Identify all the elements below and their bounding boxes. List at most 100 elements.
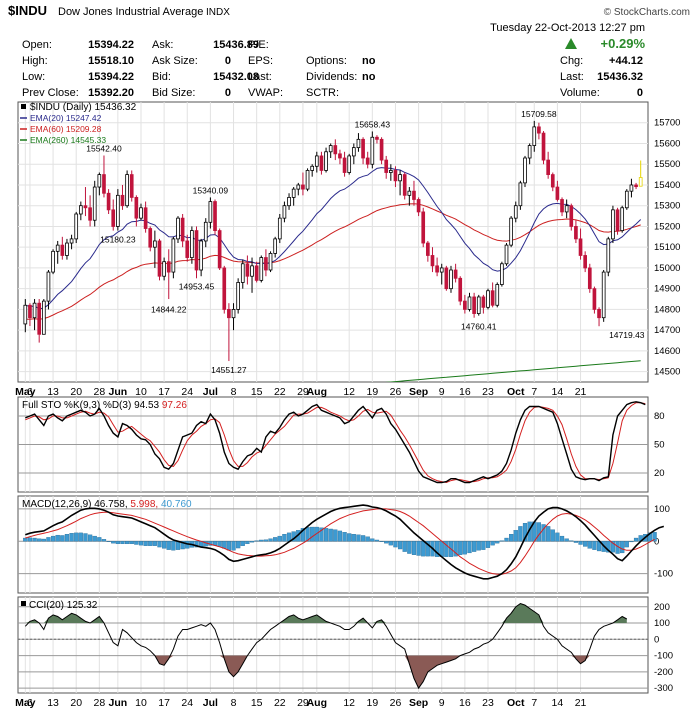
open-label: Open:	[22, 39, 52, 51]
candle-body	[476, 296, 481, 314]
macd-histogram-bar	[388, 541, 393, 546]
bid-label: Bid:	[152, 71, 171, 83]
y-tick-label: 100	[654, 618, 670, 629]
macd-histogram-bar	[236, 541, 241, 549]
macd-histogram-bar	[573, 541, 579, 543]
macd-histogram-bar	[83, 533, 88, 542]
macd-histogram-bar	[490, 541, 495, 546]
macd-histogram-bar	[421, 541, 426, 557]
candle-body	[134, 197, 139, 219]
macd-histogram-bar	[50, 535, 56, 542]
price-annotation: 15340.09	[193, 185, 229, 195]
candle-body	[116, 194, 120, 227]
x-tick-label: 28	[93, 697, 105, 709]
candle-body	[83, 205, 88, 209]
y-tick-label: 200	[654, 602, 670, 613]
candle-body	[305, 170, 310, 190]
macd-histogram-bar	[157, 541, 162, 548]
x-tick-label: 9	[439, 386, 445, 398]
y-tick-label: 15500	[654, 159, 680, 170]
macd-histogram-bar	[365, 536, 370, 542]
macd-histogram-bar	[64, 534, 70, 542]
macd-histogram-bar	[120, 541, 125, 545]
macd-histogram-bar	[111, 541, 116, 544]
price-annotation: 15542.40	[86, 144, 122, 154]
candle-body	[620, 207, 625, 231]
candle-body	[578, 238, 583, 256]
candle-body	[550, 174, 555, 188]
candle-body	[60, 244, 65, 256]
ema60-line	[25, 203, 641, 320]
candle-body	[583, 255, 587, 269]
macd-histogram-bar	[356, 534, 361, 542]
candle-body	[102, 174, 106, 194]
candle-body	[143, 207, 148, 229]
price-legend-entry: $INDU (Daily) 15436.32	[30, 102, 137, 113]
x-tick-label: 8	[231, 697, 237, 709]
candle-body	[587, 267, 592, 290]
x-tick-label: 15	[251, 697, 263, 709]
sto-legend: Full STO %K(9,3) %D(3) 94.53 97.26	[22, 400, 187, 411]
macd-histogram-bar	[180, 541, 185, 550]
candle-body	[513, 205, 518, 219]
ask-size-value: 0	[225, 55, 231, 67]
macd-histogram-bar	[536, 522, 542, 542]
x-tick-label: 22	[274, 697, 286, 709]
y-tick-label: -100	[654, 651, 673, 662]
candle-body	[240, 263, 245, 283]
candle-body	[111, 209, 116, 227]
candle-body	[342, 157, 347, 173]
macd-histogram-bar	[476, 541, 481, 551]
candle-body	[555, 186, 560, 200]
macd-histogram-bar	[550, 529, 555, 542]
x-tick-label: 19	[366, 697, 378, 709]
candle-body	[190, 230, 194, 258]
candle-body	[157, 240, 162, 277]
macd-histogram-bar	[129, 541, 134, 545]
sctr-label: SCTR:	[306, 87, 339, 99]
chg-label: Chg:	[560, 55, 583, 67]
quote-table: Open: 15394.22 High: 15518.10 Low: 15394…	[22, 39, 643, 99]
macd-histogram-bar	[541, 524, 546, 542]
macd-histogram-bar	[458, 541, 463, 555]
macd-histogram-bar	[555, 532, 560, 542]
macd-histogram-bar	[273, 537, 278, 542]
candle-body	[495, 284, 500, 306]
macd-legend-part: MACD(12,26,9)	[22, 499, 94, 510]
candle-body	[259, 257, 264, 281]
candle-body	[97, 174, 102, 188]
macd-histogram-bar	[495, 541, 500, 544]
x-tick-label: 21	[575, 697, 587, 709]
macd-histogram-bar	[319, 527, 324, 542]
y-tick-label: 14500	[654, 367, 680, 378]
candle-body	[398, 174, 402, 182]
cci-legend: CCI(20) 125.32	[29, 600, 98, 611]
low-label: Low:	[22, 71, 45, 83]
bid-value: 15432.08	[213, 71, 259, 83]
candle-body	[426, 242, 430, 256]
candle-body	[129, 174, 134, 198]
candle-body	[402, 174, 407, 196]
price-annotation: 15180.23	[100, 235, 136, 245]
x-tick-label: 6	[27, 697, 33, 709]
copyright: © StockCharts.com	[604, 7, 690, 18]
y-tick-label: 0	[654, 536, 659, 547]
candle-body	[527, 145, 532, 159]
candle-body	[120, 194, 125, 207]
macd-histogram-bar	[254, 540, 259, 542]
macd-histogram-bar	[328, 528, 333, 542]
price-annotation: 15709.58	[521, 109, 557, 119]
x-tick-label: 9	[439, 697, 445, 709]
candle-body	[504, 244, 509, 265]
candle-body	[393, 170, 398, 182]
macd-histogram-bar	[629, 541, 634, 543]
x-tick-label: May	[15, 697, 36, 709]
macd-histogram-bar	[138, 541, 144, 546]
ask-value: 15436.89	[213, 39, 259, 51]
macd-histogram-bar	[115, 541, 120, 545]
candle-body	[444, 267, 449, 290]
x-tick-label: May	[15, 386, 36, 398]
candle-body	[638, 177, 643, 187]
candle-body	[611, 209, 615, 240]
candle-body	[203, 221, 208, 242]
